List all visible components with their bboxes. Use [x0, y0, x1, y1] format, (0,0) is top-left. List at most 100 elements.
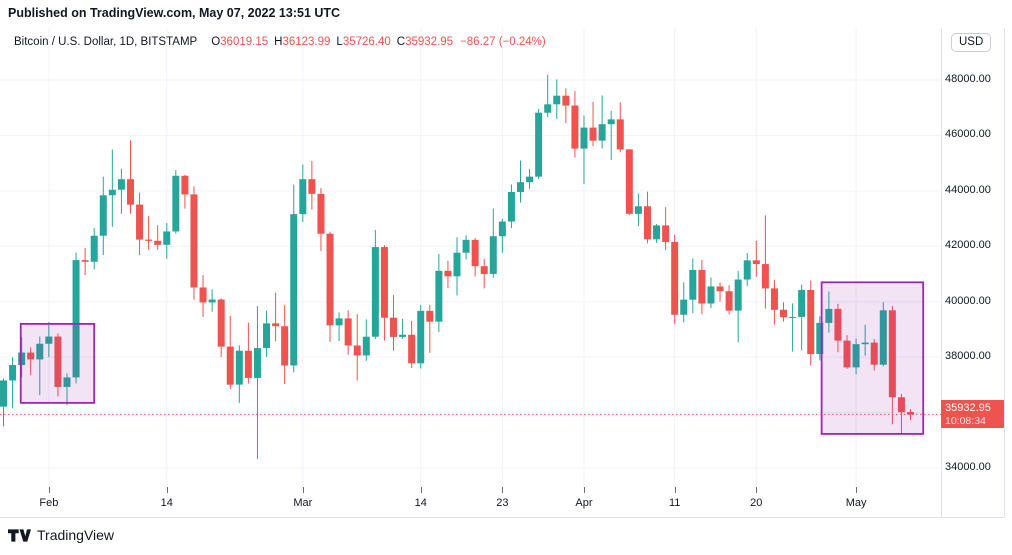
candle-body [616, 119, 624, 150]
candle-body [190, 194, 198, 288]
candle-body [281, 326, 289, 366]
time-tick-mark [674, 487, 676, 493]
candle-body [507, 191, 515, 222]
candle-body [172, 175, 180, 232]
time-tick-mark [420, 487, 422, 493]
widget-bottom-border [0, 517, 1005, 518]
candle-body [45, 336, 53, 344]
time-tick-label: 23 [496, 497, 509, 509]
candle-body [362, 336, 370, 356]
candle-body [335, 318, 343, 326]
price-tick-label: 42000.00 [945, 239, 991, 252]
candle-body [734, 279, 742, 311]
candle-body [0, 380, 7, 407]
price-tick-label: 40000.00 [945, 294, 991, 307]
candle-body [253, 348, 261, 378]
candle-body [526, 176, 534, 183]
price-tick-label: 44000.00 [945, 183, 991, 196]
candle-body [54, 336, 62, 387]
candle-body [126, 179, 134, 205]
open-value: 36019.15 [220, 36, 269, 48]
time-tick-label: 14 [160, 497, 173, 509]
candle-body [671, 241, 679, 315]
candle-body [217, 299, 225, 347]
candle-body [181, 175, 189, 195]
candle-body [752, 260, 760, 265]
candle-body [816, 322, 824, 355]
tradingview-logo-text: TradingView [37, 527, 115, 543]
candle-body [535, 112, 543, 177]
candle-body [462, 239, 470, 253]
candle-body [852, 344, 860, 368]
chart-pane[interactable] [0, 28, 941, 490]
candle-body [770, 288, 778, 310]
tradingview-logo-icon [8, 528, 31, 542]
price-axis-separator [941, 28, 942, 517]
time-tick-mark [502, 487, 504, 493]
price-tick-label: 34000.00 [945, 461, 991, 473]
candle-body [390, 317, 398, 337]
time-tick-label: Mar [293, 497, 313, 509]
candle-body [598, 124, 606, 141]
currency-usd-button[interactable]: USD [951, 33, 992, 52]
candle-body [163, 231, 171, 245]
candle-body [607, 119, 615, 125]
candle-body [108, 189, 116, 196]
candle-body [870, 342, 878, 365]
candle-body [798, 289, 806, 317]
candle-body [480, 266, 488, 274]
candle-body [653, 225, 661, 240]
close-label: C [396, 36, 406, 48]
last-price-label: 35932.95 10:08:34 [941, 400, 1004, 428]
candle-body [825, 308, 833, 323]
open-label: O [211, 36, 221, 48]
candle-body [843, 340, 851, 368]
candle-body [544, 104, 552, 113]
candle-body [380, 247, 388, 318]
candle-body [272, 323, 280, 327]
legend: Bitcoin / U.S. Dollar, 1D, BITSTAMP O3601… [14, 36, 546, 48]
candle-body [426, 310, 434, 322]
low-label: L [336, 36, 343, 48]
highlight-box [820, 281, 925, 435]
candle-body [662, 225, 670, 242]
candle-body [72, 260, 80, 378]
candle-body [308, 179, 316, 194]
candle-body [344, 318, 352, 346]
candle-body [63, 377, 71, 387]
candle-body [743, 260, 751, 280]
candle-body [81, 260, 89, 262]
candle-body [897, 397, 905, 413]
candle-body [698, 269, 706, 304]
last-price-value: 35932.95 [945, 402, 991, 414]
tradingview-attribution[interactable]: TradingView [8, 527, 114, 543]
candle-body [589, 127, 597, 141]
candle-body [879, 310, 887, 365]
candle-body [834, 308, 842, 341]
candle-body [226, 346, 234, 385]
candle-body [761, 264, 769, 289]
candle-body [99, 195, 107, 236]
candle-body [145, 239, 153, 241]
candle-body [471, 239, 479, 267]
time-tick-mark [302, 487, 304, 493]
widget-right-border [1004, 28, 1005, 518]
price-tick-label: 38000.00 [945, 350, 991, 363]
published-bar: Published on TradingView.com, May 07, 20… [8, 6, 341, 20]
time-tick-label: 14 [414, 497, 427, 509]
candle-body [317, 193, 325, 234]
candle-body [680, 299, 688, 315]
candle-body [290, 214, 298, 366]
candle-body [789, 316, 797, 318]
candle-body [516, 182, 524, 192]
time-tick-label: Feb [39, 497, 59, 509]
candle-body [907, 412, 914, 415]
candle-body [571, 105, 579, 149]
candle-body [453, 252, 461, 277]
candle-body [807, 289, 815, 355]
candle-body [553, 95, 561, 105]
high-value: 36123.99 [282, 36, 331, 48]
candle-body [263, 323, 271, 349]
candle-body [861, 342, 869, 345]
candle-body [888, 310, 896, 398]
